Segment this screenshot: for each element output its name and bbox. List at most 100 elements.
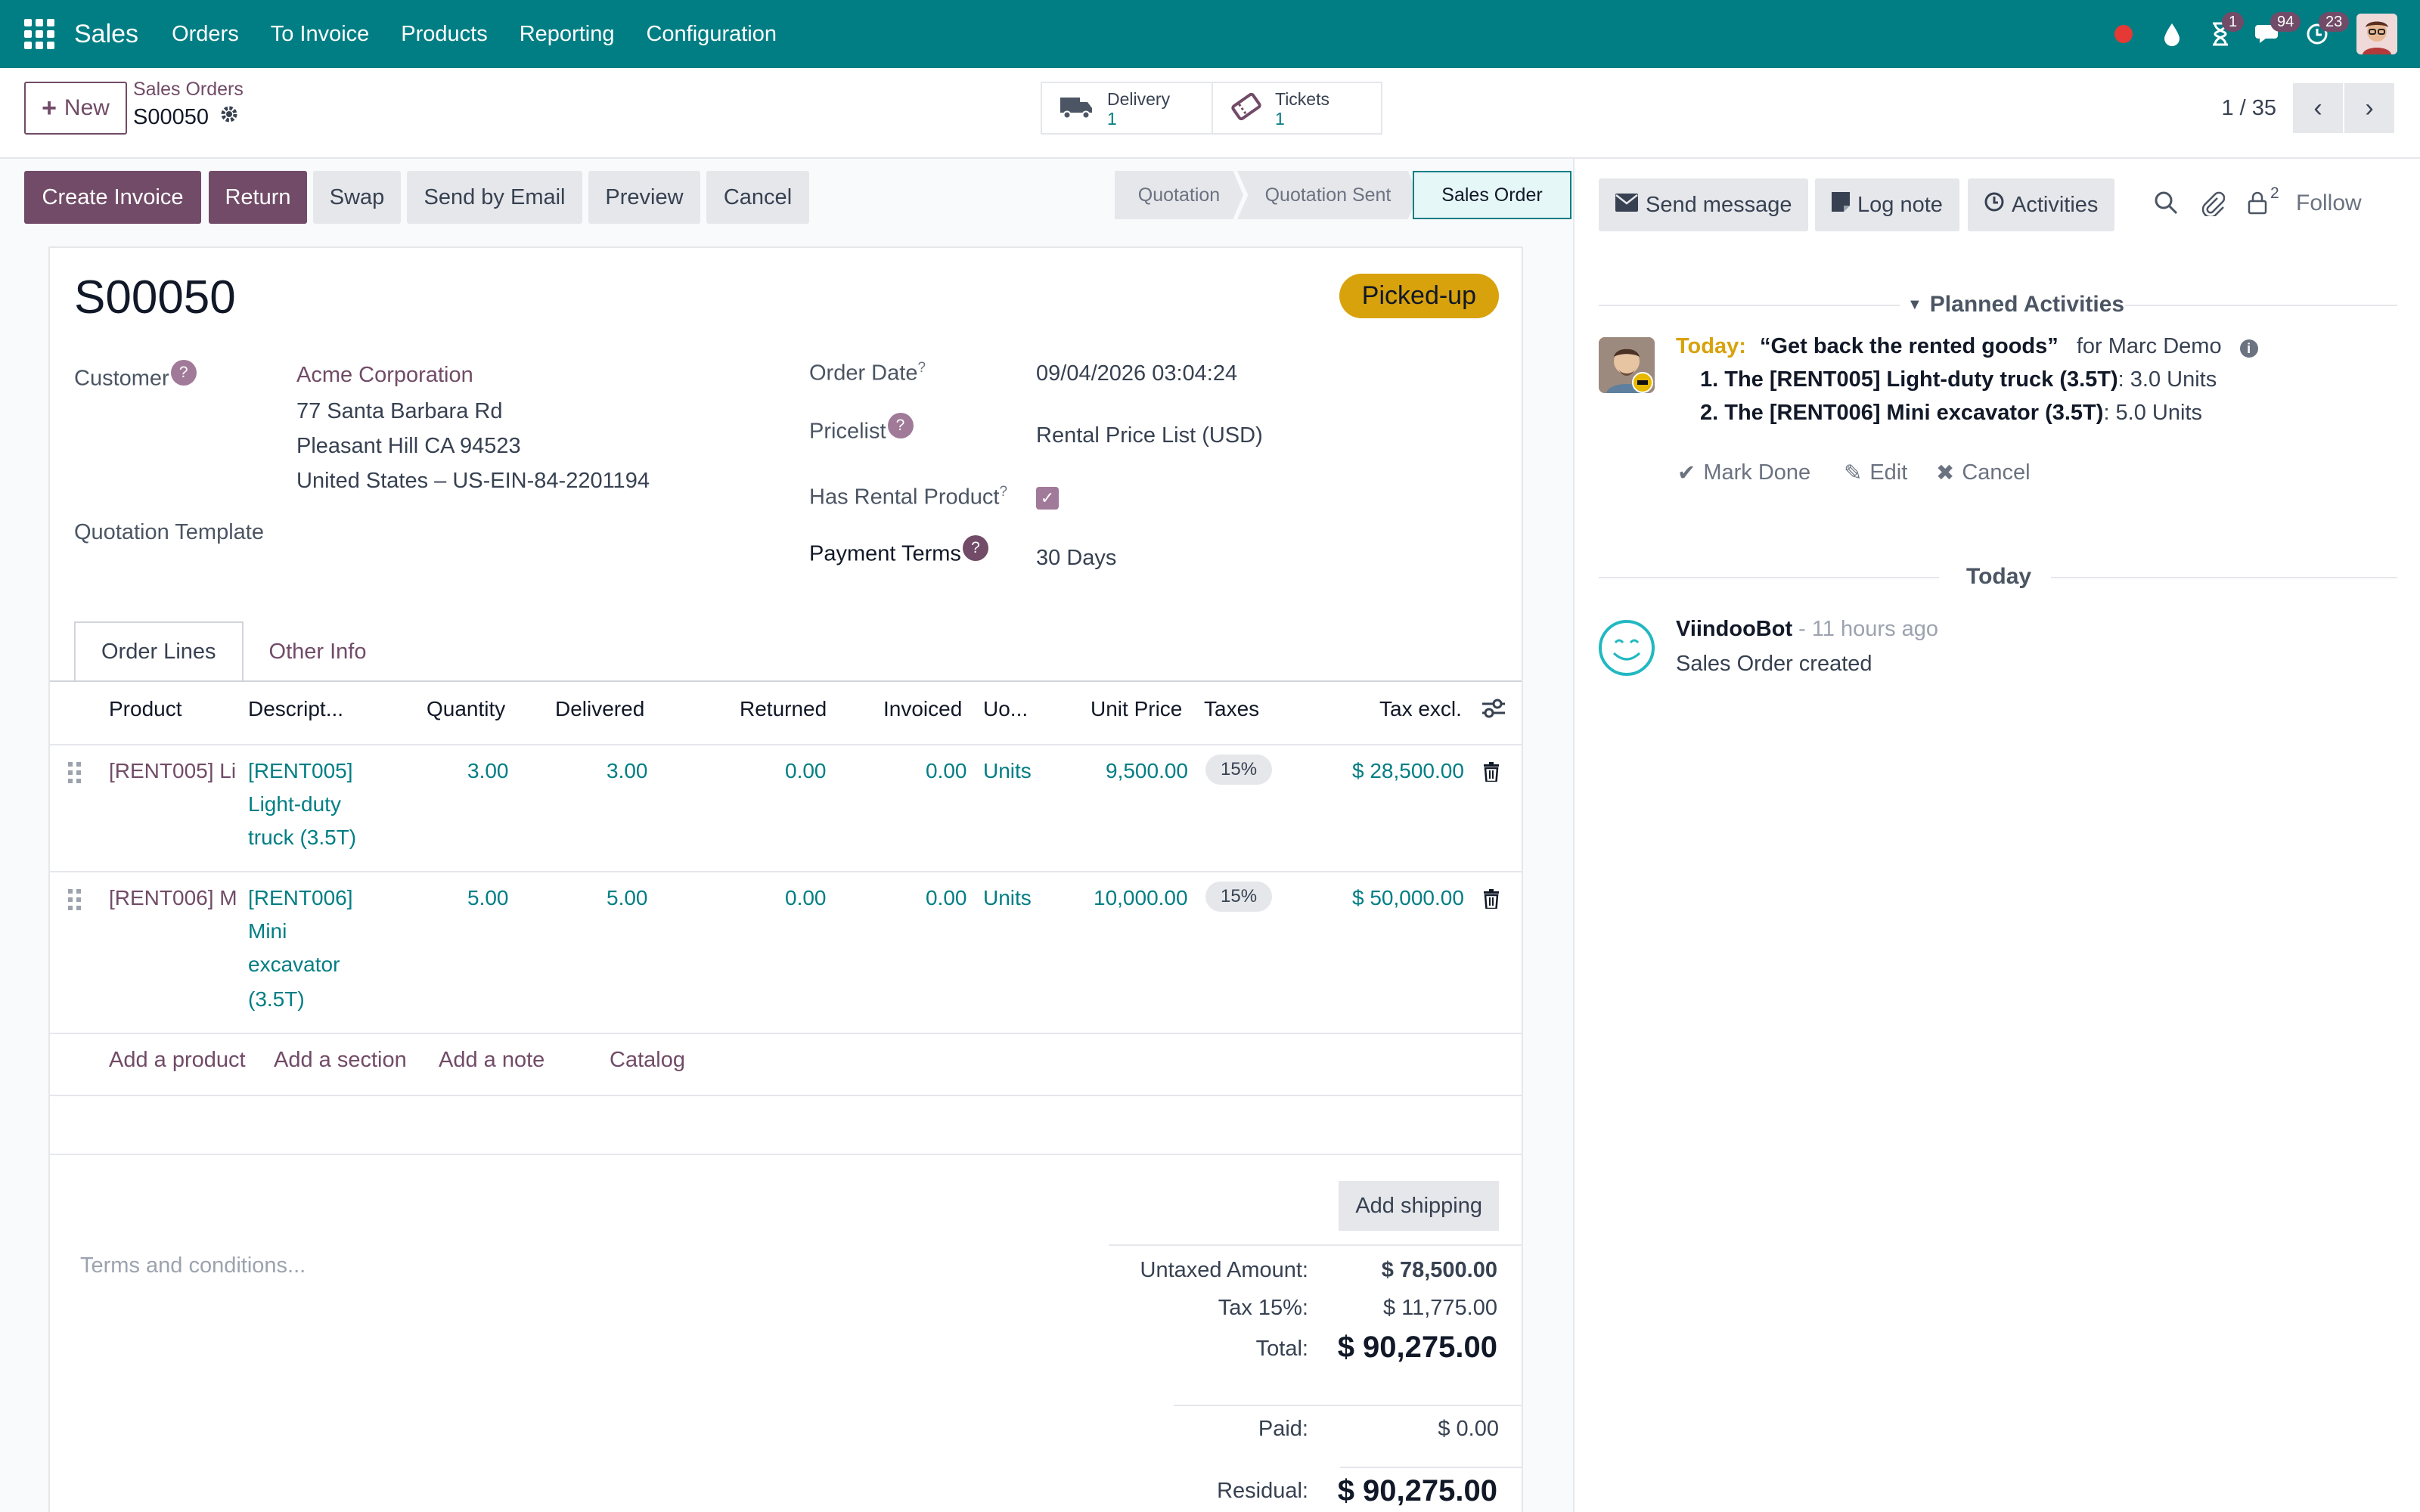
help-icon[interactable]: ? (917, 360, 926, 376)
col-unit-price[interactable]: Unit Price (1091, 697, 1183, 720)
menu-orders[interactable]: Orders (172, 21, 239, 46)
menu-reporting[interactable]: Reporting (519, 21, 615, 46)
add-shipping-button[interactable]: Add shipping (1339, 1181, 1499, 1231)
tab-order-lines[interactable]: Order Lines (74, 621, 244, 682)
paperclip-icon[interactable] (2201, 191, 2226, 222)
col-quantity[interactable]: Quantity (427, 697, 506, 720)
activity-clock-icon[interactable]: 23 (2293, 0, 2350, 68)
line-delivered[interactable]: 3.00 (607, 759, 648, 782)
hourglass-icon[interactable]: 1 (2196, 0, 2245, 68)
activities-button[interactable]: Activities (1968, 178, 2115, 231)
app-name[interactable]: Sales (74, 19, 139, 48)
terms-input[interactable]: Terms and conditions... (80, 1253, 306, 1278)
line-uom[interactable]: Units (983, 886, 1032, 909)
catalog-link[interactable]: Catalog (610, 1048, 685, 1072)
tab-other-info[interactable]: Other Info (268, 639, 367, 664)
customer-name[interactable]: Acme Corporation (296, 363, 473, 387)
send-message-button[interactable]: Send message (1599, 178, 1809, 231)
col-description[interactable]: Descript... (248, 697, 344, 720)
col-delivered[interactable]: Delivered (555, 697, 645, 720)
col-returned[interactable]: Returned (740, 697, 827, 720)
new-button[interactable]: + New (24, 82, 127, 135)
col-invoiced[interactable]: Invoiced (883, 697, 963, 720)
line-description-3[interactable]: excavator (248, 953, 340, 976)
help-icon[interactable]: ? (999, 484, 1008, 500)
add-note-link[interactable]: Add a note (439, 1048, 545, 1072)
swap-button[interactable]: Swap (313, 171, 401, 224)
tax-tag[interactable]: 15% (1205, 881, 1273, 912)
line-description-1[interactable]: [RENT005] (248, 759, 353, 782)
trash-icon[interactable] (1484, 762, 1499, 783)
cancel-order-button[interactable]: Cancel (706, 171, 809, 224)
line-product[interactable]: [RENT006] M (109, 886, 237, 909)
line-product[interactable]: [RENT005] Li (109, 759, 237, 782)
breadcrumb-parent[interactable]: Sales Orders (133, 79, 244, 100)
line-quantity[interactable]: 3.00 (467, 759, 509, 782)
drag-handle-icon[interactable] (68, 762, 82, 783)
line-unit-price[interactable]: 9,500.00 (1106, 759, 1188, 782)
stage-sales-order[interactable]: Sales Order (1413, 171, 1571, 219)
help-icon[interactable]: ? (887, 413, 914, 438)
stage-quotation-sent[interactable]: Quotation Sent (1237, 171, 1419, 219)
line-invoiced[interactable]: 0.00 (926, 759, 967, 782)
log-note-button[interactable]: Log note (1815, 178, 1959, 231)
help-icon[interactable]: ? (962, 535, 988, 561)
has-rental-checkbox[interactable]: ✓ (1036, 487, 1059, 510)
line-returned[interactable]: 0.00 (785, 759, 827, 782)
cancel-activity-button[interactable]: ✖ Cancel (1936, 460, 2031, 486)
tickets-smart-button[interactable]: Tickets 1 (1212, 83, 1381, 133)
trash-icon[interactable] (1484, 889, 1499, 910)
create-invoice-button[interactable]: Create Invoice (24, 171, 201, 224)
planned-activities-toggle[interactable]: ▼ Planned Activities (1900, 292, 2133, 318)
line-invoiced[interactable]: 0.00 (926, 886, 967, 909)
delivery-smart-button[interactable]: Delivery 1 (1042, 83, 1212, 133)
line-description-4[interactable]: (3.5T) (248, 987, 305, 1011)
gear-icon[interactable] (219, 104, 239, 130)
col-tax-excl[interactable]: Tax excl. (1379, 697, 1462, 720)
followers-button[interactable]: 2 (2248, 184, 2279, 221)
line-description-2[interactable]: Light-duty (248, 792, 341, 816)
mark-done-button[interactable]: ✔ Mark Done (1677, 460, 1810, 486)
line-description-2[interactable]: Mini (248, 919, 287, 943)
line-description-1[interactable]: [RENT006] (248, 886, 353, 909)
edit-activity-button[interactable]: ✎ Edit (1844, 460, 1907, 486)
order-date-value[interactable]: 09/04/2026 03:04:24 (1036, 361, 1238, 386)
messages-icon[interactable]: 94 (2245, 0, 2301, 68)
help-icon[interactable]: ? (170, 360, 197, 386)
col-uom[interactable]: Uo... (983, 697, 1028, 720)
user-avatar[interactable] (2356, 14, 2397, 54)
payment-terms-value[interactable]: 30 Days (1036, 546, 1117, 570)
line-unit-price[interactable]: 10,000.00 (1094, 886, 1188, 909)
drop-icon[interactable] (2148, 0, 2196, 68)
search-icon[interactable] (2154, 191, 2178, 221)
return-button[interactable]: Return (209, 171, 307, 224)
pager-value[interactable]: 1 / 35 (2221, 95, 2276, 120)
col-taxes[interactable]: Taxes (1204, 697, 1260, 720)
line-uom[interactable]: Units (983, 759, 1032, 782)
add-section-link[interactable]: Add a section (274, 1048, 407, 1072)
line-description-3[interactable]: truck (3.5T) (248, 826, 357, 849)
preview-button[interactable]: Preview (588, 171, 700, 224)
line-delivered[interactable]: 5.00 (607, 886, 648, 909)
follow-button[interactable]: Follow (2296, 191, 2362, 215)
optional-columns-icon[interactable] (1481, 697, 1506, 725)
send-by-email-button[interactable]: Send by Email (407, 171, 582, 224)
menu-configuration[interactable]: Configuration (646, 21, 777, 46)
tax-tag[interactable]: 15% (1205, 754, 1273, 785)
add-product-link[interactable]: Add a product (109, 1048, 246, 1072)
pager-previous-button[interactable]: ‹ (2293, 83, 2343, 133)
menu-products[interactable]: Products (401, 21, 488, 46)
date-separator: Today (1966, 564, 2032, 589)
pager-next-button[interactable]: › (2344, 83, 2394, 133)
apps-menu-icon[interactable] (20, 14, 59, 54)
line-returned[interactable]: 0.00 (785, 886, 827, 909)
pricelist-value[interactable]: Rental Price List (USD) (1036, 423, 1263, 448)
info-icon[interactable]: i (2239, 339, 2258, 358)
message-author[interactable]: ViindooBot (1676, 617, 1793, 641)
col-product[interactable]: Product (109, 697, 182, 720)
line-quantity[interactable]: 5.00 (467, 886, 509, 909)
stage-quotation[interactable]: Quotation (1115, 171, 1243, 219)
recording-icon[interactable] (2099, 0, 2148, 68)
menu-to-invoice[interactable]: To Invoice (270, 21, 370, 46)
drag-handle-icon[interactable] (68, 889, 82, 910)
